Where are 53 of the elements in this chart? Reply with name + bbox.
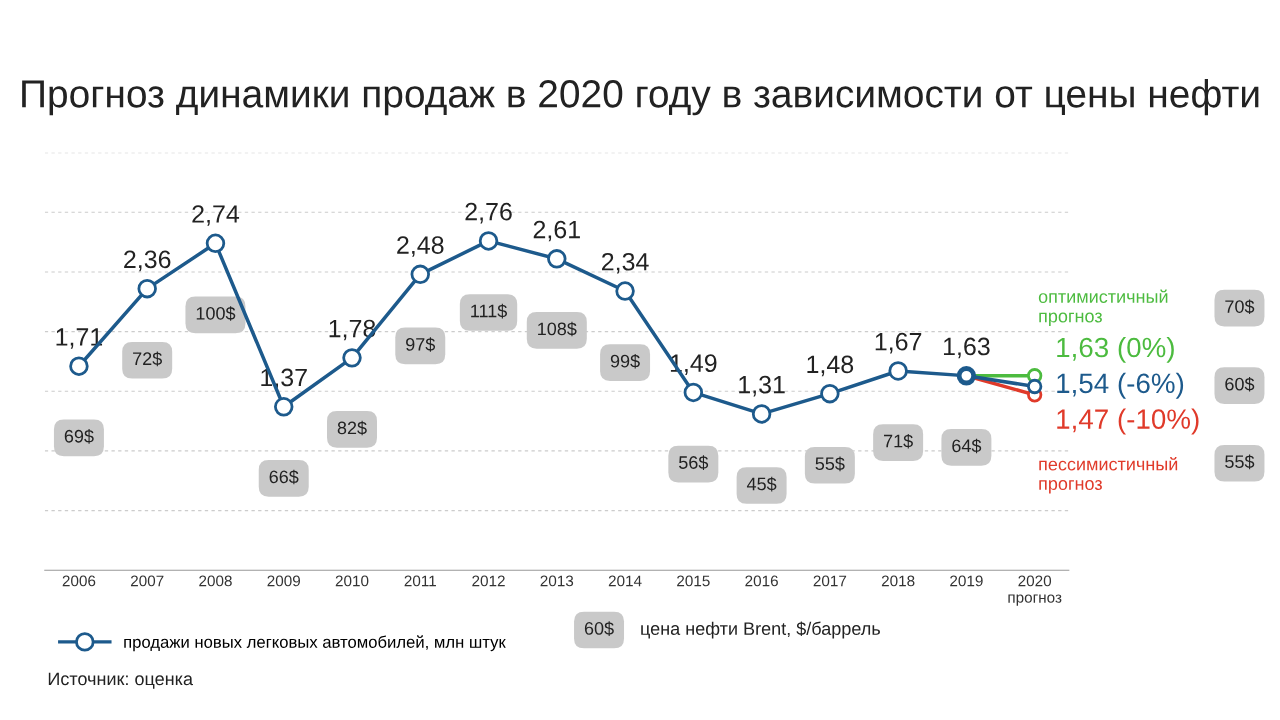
annotation: 82$: [337, 420, 367, 436]
x-tick-label: 2012: [472, 575, 505, 587]
data-label: 2,36: [124, 250, 171, 272]
text: оптимистичный прогноз: [1038, 289, 1168, 327]
chart-title: Прогноз динамики продаж в 2020 году в зависимости от цены нефти: [22, 79, 1259, 116]
x-tick-label: 2014: [608, 575, 642, 587]
data-label: 2,48: [397, 236, 444, 257]
data-label: 1,48: [807, 355, 854, 377]
annotation: 111$: [471, 303, 507, 319]
data-label: 2,34: [602, 252, 649, 274]
text: 60$: [584, 621, 614, 636]
x-tick-label: 2009: [267, 575, 300, 587]
text: 55$: [1225, 454, 1255, 470]
data-label: 2,74: [192, 205, 240, 226]
x-tick-label: 2015: [677, 575, 710, 587]
data-label: 1,67: [875, 332, 922, 354]
annotation: 99$: [610, 353, 640, 369]
text: 60$: [1225, 377, 1255, 392]
data-label: 2,76: [465, 202, 512, 224]
x-tick-label: 2011: [404, 575, 436, 587]
annotation: 71$: [884, 433, 913, 449]
text: Источник: оценка: [48, 672, 193, 689]
annotation: 72$: [133, 351, 162, 367]
legend-label: продажи новых легковых автомобилей, млн штук: [124, 635, 506, 652]
x-tick-label: 2016: [745, 575, 778, 587]
annotation: 100$: [196, 306, 236, 321]
text: цена нефти Brent, $/баррель: [641, 621, 880, 639]
annotation: 69$: [64, 429, 94, 444]
annotation: 55$: [815, 456, 845, 472]
annotation: 66$: [269, 469, 299, 485]
x-tick-label: 2007: [130, 575, 164, 587]
annotation: 108$: [538, 321, 577, 337]
x-tick-label: 2018: [881, 575, 915, 587]
data-label: 1,71: [56, 328, 103, 349]
text: пессимистичный прогноз: [1039, 456, 1178, 494]
x-tick-label: 2006: [62, 575, 96, 587]
data-label: 1,31: [739, 375, 785, 397]
data-label: 1,54 (-6%): [1057, 372, 1184, 399]
annotation: 56$: [678, 455, 709, 470]
data-label: 2,61: [533, 220, 580, 242]
x-tick-label: 2008: [199, 575, 232, 587]
x-tick-label: 2019: [950, 575, 983, 587]
x-tick-label: 2013: [540, 575, 574, 587]
data-label: 1,63 (0%): [1057, 336, 1174, 363]
data-label: 1,63: [943, 337, 990, 359]
data-label: 1,47 (-10%): [1057, 408, 1199, 435]
annotation: 45$: [746, 476, 777, 492]
annotation: 97$: [406, 337, 436, 352]
annotation: 64$: [952, 438, 982, 454]
x-tick-label: 2010: [335, 575, 369, 587]
x-tick-label: 2020 прогноз: [1008, 575, 1062, 606]
x-tick-label: 2017: [813, 575, 847, 587]
text: 70$: [1225, 299, 1255, 315]
